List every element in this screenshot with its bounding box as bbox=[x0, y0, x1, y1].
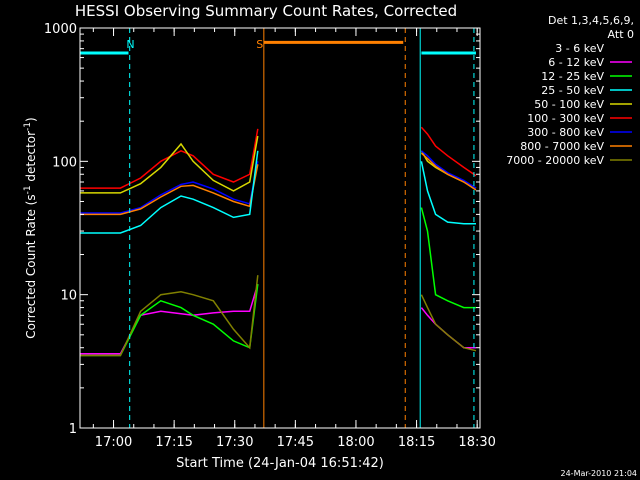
series-line-4 bbox=[80, 150, 259, 234]
y-axis-label-sup2: -1 bbox=[23, 122, 33, 131]
y-axis-label-mid: detector bbox=[24, 131, 38, 186]
x-axis-label: Start Time (24-Jan-04 16:51:42) bbox=[176, 456, 384, 471]
series-line-17 bbox=[420, 364, 437, 389]
legend-label-2: 12 - 25 keV bbox=[541, 70, 604, 83]
series-line-8 bbox=[119, 363, 250, 389]
legend-label-7: 800 - 7000 keV bbox=[520, 140, 604, 153]
y-tick-label-1: 10 bbox=[60, 289, 77, 304]
y-axis-label-sup1: -1 bbox=[23, 185, 33, 194]
x-tick-label-4: 18:00 bbox=[337, 435, 374, 450]
axis-ticks: 1 10 100 1000 17:00 17:15 17:30 17:45 18:00 18:15… bbox=[44, 22, 496, 450]
legend-header-2: Att 0 bbox=[608, 28, 634, 41]
legend-label-8: 7000 - 20000 keV bbox=[506, 154, 604, 167]
legend-label-3: 25 - 50 keV bbox=[541, 84, 604, 97]
y-axis-label-main: Corrected Count Rate (s bbox=[24, 194, 38, 338]
series-line-3 bbox=[80, 164, 259, 216]
series-line-2 bbox=[80, 161, 259, 214]
x-tick-label-6: 18:30 bbox=[458, 435, 495, 450]
y-tick-label-2: 100 bbox=[52, 155, 77, 170]
y-axis-label-end: ) bbox=[24, 117, 38, 122]
annotation-1: S bbox=[256, 38, 263, 51]
legend-label-6: 300 - 800 keV bbox=[527, 126, 604, 139]
y-tick-label-0: 1 bbox=[69, 422, 77, 437]
legend-label-4: 50 - 100 keV bbox=[534, 98, 604, 111]
x-tick-label-3: 17:45 bbox=[277, 435, 314, 450]
series-line-16 bbox=[420, 294, 477, 352]
legend-label-1: 6 - 12 keV bbox=[548, 56, 604, 69]
plot-frame bbox=[79, 27, 481, 429]
plot-series bbox=[80, 126, 477, 389]
series-line-12 bbox=[420, 152, 477, 191]
series-line-13 bbox=[420, 161, 476, 225]
plot-bands bbox=[80, 40, 476, 55]
series-line-6 bbox=[80, 284, 259, 357]
series-line-7 bbox=[80, 275, 259, 357]
series-line-1 bbox=[80, 135, 259, 194]
footer-timestamp: 24-Mar-2010 21:04 bbox=[561, 469, 638, 478]
x-tick-label-2: 17:30 bbox=[216, 435, 253, 450]
chart-title: HESSI Observing Summary Count Rates, Cor… bbox=[75, 2, 457, 20]
y-axis-label: Corrected Count Rate (s-1 detector-1) bbox=[23, 117, 38, 338]
y-tick-label-3: 1000 bbox=[44, 22, 77, 37]
x-tick-label-0: 17:00 bbox=[95, 435, 132, 450]
x-tick-label-1: 17:15 bbox=[155, 435, 192, 450]
legend-header-1: Det 1,3,4,5,6,9, bbox=[548, 14, 634, 27]
legend-label-5: 100 - 300 keV bbox=[527, 112, 604, 125]
x-tick-label-5: 18:15 bbox=[398, 435, 435, 450]
series-line-9 bbox=[420, 126, 477, 177]
legend-label-0: 3 - 6 keV bbox=[555, 42, 604, 55]
series-line-11 bbox=[420, 150, 477, 189]
annotation-0: N bbox=[126, 38, 134, 51]
series-line-14 bbox=[420, 207, 476, 309]
